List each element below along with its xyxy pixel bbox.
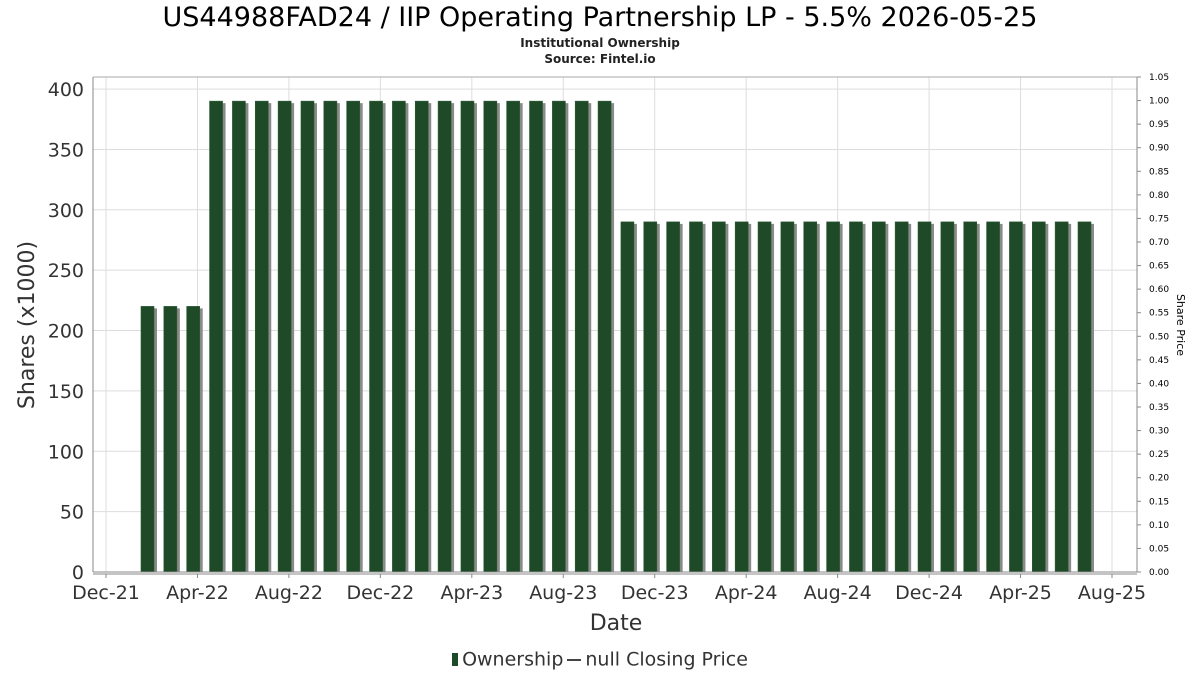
x-tick-label: Dec-24: [895, 582, 963, 604]
y2-tick-label: 0.60: [1149, 285, 1169, 295]
legend-ownership-swatch: [452, 653, 459, 666]
ownership-bar: [643, 221, 658, 573]
x-tick-label: Aug-23: [529, 582, 597, 604]
ownership-bar: [1031, 221, 1046, 573]
legend: Ownership null Closing Price: [0, 648, 1200, 671]
ownership-bar: [803, 221, 818, 573]
y2-tick-label: 0.35: [1149, 403, 1169, 413]
y2-tick-label: 1.00: [1149, 97, 1169, 107]
chart-title: US44988FAD24 / IIP Operating Partnership…: [162, 2, 1038, 33]
ownership-bar: [369, 100, 383, 573]
y-tick-label: 300: [48, 200, 84, 222]
y-axis-label: Shares (x1000): [15, 241, 40, 409]
ownership-bar: [894, 221, 909, 573]
chart-subtitle: Institutional Ownership: [520, 36, 680, 50]
ownership-bar: [254, 100, 269, 573]
y-tick-label: 400: [48, 79, 84, 101]
y-tick-label: 350: [48, 139, 84, 161]
y2-tick-label: 0.45: [1149, 356, 1169, 366]
ownership-bar: [780, 221, 795, 573]
ownership-bar: [620, 221, 635, 573]
legend-ownership-label: Ownership: [462, 648, 564, 671]
y-tick-label: 150: [48, 381, 84, 403]
ownership-bar: [277, 100, 292, 573]
ownership-bar: [940, 221, 955, 573]
ownership-bar: [483, 100, 498, 573]
y2-tick-label: 0.75: [1149, 214, 1169, 224]
y2-tick-label: 0.00: [1149, 568, 1169, 578]
ownership-bar: [232, 100, 246, 573]
chart-source: Source: Fintel.io: [544, 52, 656, 66]
y2-tick-label: 0.80: [1149, 191, 1169, 201]
y2-tick-label: 0.40: [1149, 379, 1169, 389]
ownership-bar: [163, 306, 178, 573]
ownership-bar: [963, 221, 978, 573]
y2-tick-label: 0.50: [1149, 332, 1169, 342]
x-tick-label: Apr-25: [989, 582, 1052, 604]
ownership-bar: [666, 221, 680, 573]
ownership-bar: [437, 100, 452, 573]
y-tick-label: 200: [48, 321, 84, 343]
y-tick-label: 50: [60, 502, 84, 524]
ownership-bar: [209, 100, 223, 573]
legend-price-line: [567, 658, 582, 661]
y2-tick-label: 0.05: [1149, 544, 1169, 554]
legend-price-label: null Closing Price: [585, 648, 748, 671]
y2-tick-label: 0.85: [1149, 167, 1169, 177]
ownership-bar: [574, 100, 589, 573]
x-tick-label: Aug-25: [1078, 582, 1146, 604]
ownership-bar: [323, 100, 338, 573]
ownership-bar: [689, 221, 703, 573]
ownership-bar: [1077, 221, 1092, 573]
y2-tick-label: 1.05: [1149, 73, 1169, 83]
ownership-bar: [392, 100, 406, 573]
y2-tick-label: 0.90: [1149, 144, 1169, 154]
ownership-bar: [529, 100, 543, 573]
ownership-bar: [506, 100, 520, 573]
ownership-bar: [460, 100, 475, 573]
x-tick-label: Dec-22: [346, 582, 414, 604]
plot-area: [93, 77, 1137, 572]
x-tick-label: Apr-23: [440, 582, 503, 604]
y2-tick-label: 0.15: [1149, 497, 1169, 507]
y2-axis-label: Share Price: [1174, 294, 1187, 356]
y2-tick-label: 0.65: [1149, 262, 1169, 272]
ownership-bar: [597, 100, 612, 573]
y2-tick-label: 0.25: [1149, 450, 1169, 460]
y-tick-label: 250: [48, 260, 84, 282]
y-tick-label: 0: [72, 562, 84, 584]
ownership-bar: [346, 100, 360, 573]
x-tick-label: Dec-23: [621, 582, 689, 604]
y-tick-label: 100: [48, 441, 84, 463]
x-tick-label: Aug-24: [804, 582, 872, 604]
x-axis-label: Date: [590, 611, 643, 636]
y2-tick-label: 0.10: [1149, 521, 1169, 531]
x-tick-label: Dec-21: [72, 582, 140, 604]
y2-tick-label: 0.70: [1149, 238, 1169, 248]
ownership-bar: [917, 221, 932, 573]
ownership-bar: [872, 221, 886, 573]
y2-tick-label: 0.20: [1149, 474, 1169, 484]
ownership-bar: [757, 221, 772, 573]
ownership-bar: [300, 100, 315, 573]
x-tick-label: Apr-22: [166, 582, 229, 604]
y2-tick-label: 0.95: [1149, 120, 1169, 130]
ownership-bar: [1009, 221, 1023, 573]
y2-tick-label: 0.30: [1149, 427, 1169, 437]
ownership-bar: [826, 221, 840, 573]
ownership-bar: [140, 306, 155, 573]
ownership-bar: [414, 100, 429, 573]
ownership-bar: [734, 221, 749, 573]
y2-tick-label: 0.55: [1149, 309, 1169, 319]
ownership-bar: [849, 221, 863, 573]
ownership-bar: [986, 221, 1000, 573]
ownership-bar: [552, 100, 566, 573]
ownership-bar: [1054, 221, 1069, 573]
x-tick-label: Apr-24: [715, 582, 778, 604]
ownership-bar: [712, 221, 726, 573]
ownership-bar: [186, 306, 201, 573]
x-tick-label: Aug-22: [255, 582, 323, 604]
